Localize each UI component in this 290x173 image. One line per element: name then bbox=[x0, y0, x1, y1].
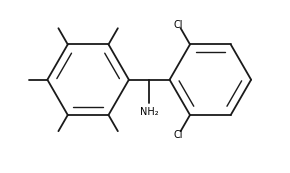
Text: Cl: Cl bbox=[174, 20, 183, 30]
Text: NH₂: NH₂ bbox=[140, 107, 159, 117]
Text: Cl: Cl bbox=[174, 130, 183, 140]
